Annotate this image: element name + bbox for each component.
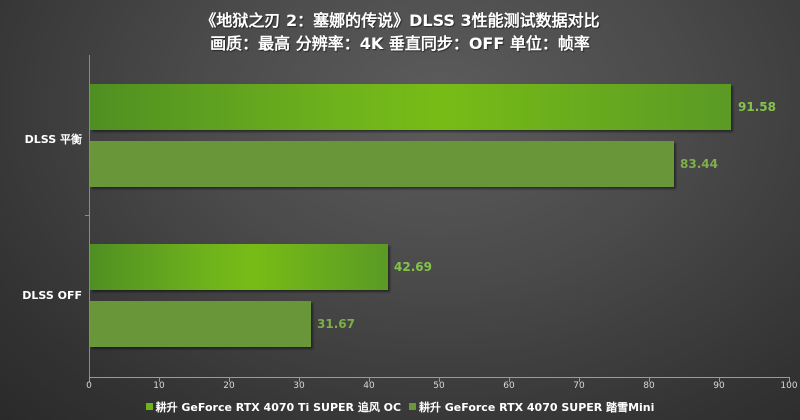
legend-label: 耕升 GeForce RTX 4070 SUPER 踏雪Mini — [418, 401, 655, 414]
bar-series2-dlss-off — [90, 301, 311, 347]
x-tick-label: 50 — [433, 381, 445, 391]
value-label: 83.44 — [680, 157, 718, 171]
x-tick — [89, 377, 90, 382]
x-tick-label: 10 — [153, 381, 165, 391]
x-tick — [159, 377, 160, 382]
x-tick-label: 100 — [780, 381, 798, 391]
legend-swatch-icon — [408, 403, 416, 410]
x-tick — [229, 377, 230, 382]
bar-series1-dlss-balanced — [90, 84, 731, 130]
bar-series1-dlss-off — [90, 244, 388, 290]
x-tick-label: 90 — [713, 381, 725, 391]
legend-item-series1: 耕升 GeForce RTX 4070 Ti SUPER 追风 OC — [145, 399, 402, 415]
x-tick-label: 80 — [643, 381, 655, 391]
x-tick — [579, 377, 580, 382]
x-tick — [369, 377, 370, 382]
legend-item-series2: 耕升 GeForce RTX 4070 SUPER 踏雪Mini — [408, 399, 655, 415]
value-label: 91.58 — [738, 100, 776, 114]
x-tick-label: 30 — [293, 381, 305, 391]
x-tick — [649, 377, 650, 382]
chart-title: 《地狱之刃 2：塞娜的传说》DLSS 3性能测试数据对比 — [200, 11, 600, 30]
x-tick — [719, 377, 720, 382]
x-tick — [299, 377, 300, 382]
category-label-dlss-balanced: DLSS 平衡 — [24, 133, 82, 146]
x-tick-label: 40 — [363, 381, 375, 391]
value-label: 42.69 — [394, 260, 432, 274]
bar-series2-dlss-balanced — [90, 141, 674, 187]
legend-label: 耕升 GeForce RTX 4070 Ti SUPER 追风 OC — [155, 401, 402, 414]
x-tick — [789, 377, 790, 382]
x-tick-label: 20 — [223, 381, 235, 391]
y-axis — [89, 55, 90, 377]
x-tick-label: 70 — [573, 381, 585, 391]
x-tick — [509, 377, 510, 382]
x-tick-label: 0 — [86, 381, 92, 391]
x-tick — [439, 377, 440, 382]
legend: 耕升 GeForce RTX 4070 Ti SUPER 追风 OC 耕升 Ge… — [0, 399, 800, 415]
legend-swatch-icon — [145, 403, 153, 410]
category-label-dlss-off: DLSS OFF — [22, 289, 82, 302]
y-axis-tick — [85, 215, 89, 216]
chart-subtitle: 画质：最高 分辨率：4K 垂直同步：OFF 单位：帧率 — [210, 34, 590, 53]
x-tick-label: 60 — [503, 381, 515, 391]
value-label: 31.67 — [317, 317, 355, 331]
